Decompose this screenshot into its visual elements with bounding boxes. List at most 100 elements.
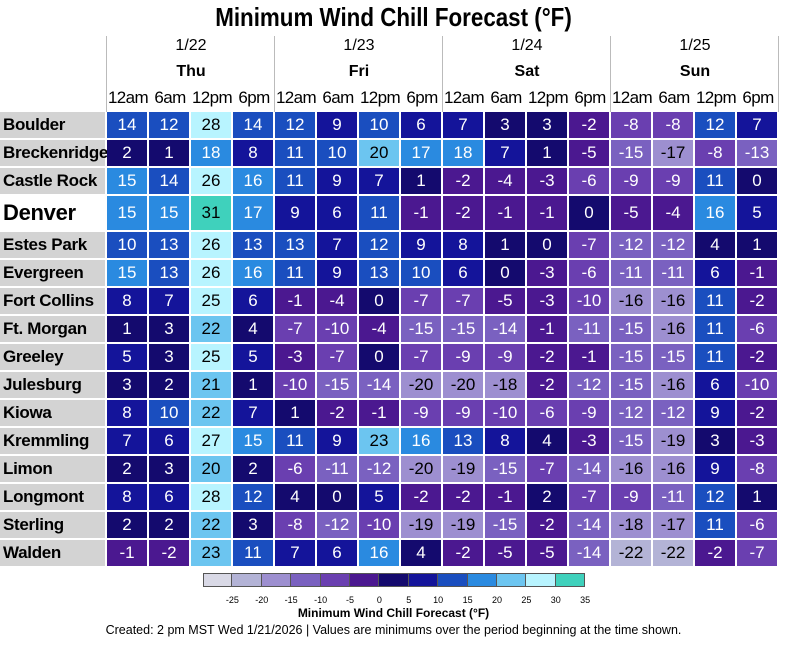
heatmap-cell: -12 — [569, 372, 609, 398]
heatmap-cell: -16 — [653, 288, 693, 314]
heatmap-cell: 14 — [233, 112, 273, 138]
heatmap-cell: 0 — [359, 344, 399, 370]
heatmap-cell: 1 — [149, 140, 189, 166]
day-separator — [106, 36, 107, 112]
heatmap-cell: 15 — [107, 260, 147, 286]
hour-label: 12pm — [191, 88, 233, 107]
heatmap-cell: -9 — [485, 344, 525, 370]
heatmap-cell: 1 — [527, 140, 567, 166]
heatmap-cell: 5 — [233, 344, 273, 370]
heatmap-cell: 1 — [737, 484, 777, 510]
heatmap-cell: -8 — [695, 140, 735, 166]
heatmap-cell: -14 — [359, 372, 399, 398]
colorbar-swatch — [408, 573, 439, 587]
heatmap-cell: 11 — [233, 540, 273, 566]
day-name: Sat — [514, 63, 540, 80]
heatmap-cell: -2 — [443, 168, 483, 194]
heatmap-cell: -17 — [653, 140, 693, 166]
heatmap-cell: -2 — [149, 540, 189, 566]
heatmap-cell: 18 — [191, 140, 231, 166]
heatmap-cell: 9 — [695, 400, 735, 426]
heatmap-cell: -9 — [401, 400, 441, 426]
heatmap-cell: -2 — [527, 372, 567, 398]
hour-label: 12am — [443, 88, 485, 107]
heatmap-cell: 8 — [107, 400, 147, 426]
city-label: Castle Rock — [0, 168, 105, 194]
heatmap-cell: -2 — [737, 288, 777, 314]
heatmap-cell: 2 — [107, 140, 147, 166]
heatmap-cell: -1 — [275, 288, 315, 314]
colorbar-tick-label: 20 — [491, 595, 502, 605]
heatmap-cell: -12 — [653, 232, 693, 258]
city-label: Kremmling — [0, 428, 105, 454]
colorbar-tick-label: -10 — [314, 595, 328, 605]
heatmap-cell: 13 — [149, 260, 189, 286]
heatmap-cell: -11 — [653, 260, 693, 286]
heatmap-cell: 25 — [191, 288, 231, 314]
hour-label: 12pm — [695, 88, 737, 107]
day-name: Fri — [348, 63, 370, 80]
heatmap-cell: -1 — [107, 540, 147, 566]
heatmap-cell: 15 — [149, 196, 189, 230]
day-date: 1/25 — [679, 37, 711, 54]
heatmap-cell: 7 — [149, 288, 189, 314]
heatmap-cell: -15 — [611, 316, 651, 342]
heatmap-cell: 4 — [401, 540, 441, 566]
hour-label: 6pm — [742, 88, 774, 107]
city-label: Julesburg — [0, 372, 105, 398]
heatmap-cell: -9 — [611, 168, 651, 194]
heatmap-cell: 2 — [233, 456, 273, 482]
heatmap-cell: 31 — [191, 196, 231, 230]
heatmap-cell: -22 — [653, 540, 693, 566]
heatmap-cell: -19 — [653, 428, 693, 454]
heatmap-cell: -1 — [737, 260, 777, 286]
heatmap-cell: 5 — [359, 484, 399, 510]
heatmap-cell: 10 — [107, 232, 147, 258]
colorbar-tick-label: 5 — [406, 595, 412, 605]
heatmap-cell: 11 — [695, 316, 735, 342]
heatmap-cell: 0 — [569, 196, 609, 230]
heatmap-cell: 14 — [107, 112, 147, 138]
heatmap-cell: -4 — [485, 168, 525, 194]
day-separator — [610, 36, 611, 112]
heatmap-cell: -1 — [485, 484, 525, 510]
heatmap-cell: -7 — [569, 484, 609, 510]
hour-label: 12am — [611, 88, 653, 107]
heatmap-cell: -9 — [569, 400, 609, 426]
heatmap-cell: 5 — [737, 196, 777, 230]
heatmap-cell: -1 — [401, 196, 441, 230]
heatmap-cell: 1 — [401, 168, 441, 194]
heatmap-cell: -16 — [653, 456, 693, 482]
heatmap-cell: 12 — [359, 232, 399, 258]
colorbar-tick-label: -5 — [345, 595, 354, 605]
day-name: Thu — [176, 63, 206, 80]
heatmap-cell: 16 — [401, 428, 441, 454]
heatmap-cell: 18 — [443, 140, 483, 166]
heatmap-cell: -2 — [695, 540, 735, 566]
colorbar-swatch — [320, 573, 350, 587]
heatmap-cell: 15 — [233, 428, 273, 454]
heatmap-cell: 9 — [317, 428, 357, 454]
heatmap-cell: 9 — [317, 112, 357, 138]
day-date: 1/22 — [175, 37, 207, 54]
heatmap-cell: -15 — [611, 344, 651, 370]
heatmap-cell: -2 — [569, 112, 609, 138]
heatmap-cell: 28 — [191, 484, 231, 510]
heatmap-cell: -8 — [737, 456, 777, 482]
hour-label: 12am — [275, 88, 317, 107]
heatmap-cell: -16 — [653, 316, 693, 342]
heatmap-cell: -7 — [569, 232, 609, 258]
heatmap-cell: 10 — [317, 140, 357, 166]
day-name: Sun — [679, 63, 711, 80]
heatmap-cell: -9 — [443, 344, 483, 370]
heatmap-cell: 12 — [695, 484, 735, 510]
heatmap-cell: 11 — [695, 512, 735, 538]
heatmap-cell: 28 — [191, 112, 231, 138]
heatmap-cell: 7 — [233, 400, 273, 426]
hour-label: 6pm — [238, 88, 270, 107]
heatmap-cell: 3 — [149, 344, 189, 370]
heatmap-cell: -11 — [611, 260, 651, 286]
hour-label: 6pm — [574, 88, 606, 107]
heatmap-cell: 2 — [527, 484, 567, 510]
city-label: Breckenridge — [0, 140, 108, 166]
